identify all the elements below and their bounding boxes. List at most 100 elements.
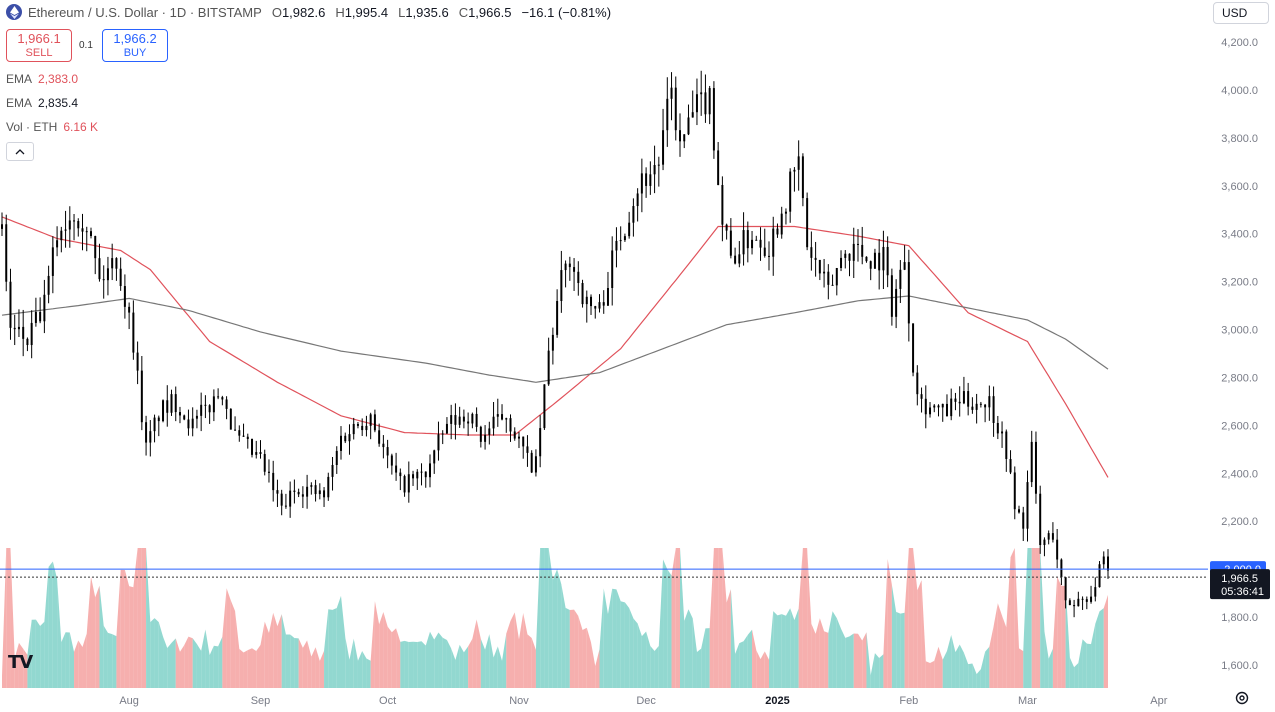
volume-area [188, 636, 193, 688]
volume-area [196, 644, 202, 688]
volume-area [862, 632, 867, 688]
volume-area [531, 637, 536, 688]
indicator-volume[interactable]: Vol · ETH 6.16 K [6, 120, 98, 134]
candle-body [369, 414, 372, 426]
candle-body [208, 405, 211, 413]
volume-area [1040, 548, 1045, 688]
candle-body [13, 327, 16, 330]
volume-area [205, 629, 210, 688]
candle-body [195, 415, 198, 419]
volume-area [968, 663, 973, 688]
candle-body [488, 428, 491, 435]
volume-area [650, 646, 655, 688]
indicator-ema-slow[interactable]: EMA 2,835.4 [6, 96, 78, 110]
y-tick-label: 3,000.0 [1221, 325, 1258, 337]
candle-body [950, 398, 953, 417]
volume-area [357, 650, 363, 688]
ohlc-high: H1,995.4 [335, 4, 389, 20]
x-tick-label: Nov [509, 695, 529, 707]
volume-area [366, 658, 371, 688]
volume-area [23, 648, 28, 688]
volume-area [925, 661, 931, 688]
indicator-ema-fast[interactable]: EMA 2,383.0 [6, 72, 78, 86]
candle-body [751, 239, 754, 249]
y-tick-label: 1,800.0 [1221, 612, 1258, 624]
candle-body [433, 450, 436, 464]
volume-area [349, 638, 354, 688]
volume-area [99, 585, 104, 688]
volume-area [40, 621, 45, 688]
volume-area [637, 623, 642, 688]
candle-body [992, 396, 995, 423]
x-tick-label: Oct [379, 695, 396, 707]
candle-body [234, 429, 237, 431]
time-axis[interactable]: Aug Sep Oct Nov Dec 2025 Feb Mar Apr [119, 695, 1167, 707]
candle-body [687, 117, 690, 135]
candle-body [700, 92, 703, 95]
y-tick-label: 4,200.0 [1221, 37, 1258, 49]
candle-body [852, 243, 855, 261]
volume-area [688, 609, 693, 688]
volume-area [845, 636, 850, 688]
volume-area [52, 561, 58, 688]
candle-body [1005, 431, 1008, 460]
volume-area [438, 632, 443, 688]
price-axis[interactable]: 1,600.01,800.02,000.02,200.02,400.02,600… [1210, 37, 1270, 672]
candle-body [428, 463, 431, 478]
symbol-title[interactable]: Ethereum / U.S. Dollar · 1D · BITSTAMP [28, 4, 262, 20]
volume-area [175, 638, 180, 688]
candle-body [556, 301, 559, 335]
candle-body [416, 471, 419, 479]
candle-body [318, 490, 321, 495]
volume-area [523, 612, 528, 688]
volume-area [993, 603, 998, 688]
candle-body [856, 243, 859, 245]
candle-body [632, 206, 635, 223]
candle-body [653, 165, 656, 175]
volume-area [841, 628, 846, 688]
collapse-indicators-button[interactable] [6, 142, 34, 161]
volume-area [866, 632, 871, 688]
volume-area [527, 634, 532, 688]
volume-area [1031, 548, 1036, 688]
volume-area [213, 645, 219, 688]
volume-area [370, 601, 375, 688]
buy-label: BUY [123, 47, 147, 59]
volume-area [1091, 623, 1096, 688]
currency-select[interactable]: USD [1213, 2, 1269, 24]
volume-area [569, 609, 575, 688]
volume-area [654, 645, 659, 688]
tradingview-logo[interactable]: TV [8, 652, 33, 673]
candle-body [441, 433, 444, 435]
volume-area [222, 588, 227, 688]
candle-body [865, 256, 868, 262]
price-change: −16.1 (−0.81%) [521, 4, 612, 20]
volume-area [735, 643, 740, 688]
volume-area [82, 633, 87, 688]
candle-body [873, 252, 876, 269]
candle-body [221, 397, 224, 400]
y-tick-label: 3,600.0 [1221, 181, 1258, 193]
volume-area [281, 614, 286, 688]
volume-area [1082, 639, 1087, 688]
candle-body [259, 452, 262, 454]
volume-area [268, 612, 274, 688]
candle-body [712, 88, 715, 151]
y-tick-label: 3,200.0 [1221, 277, 1258, 289]
volume-area [684, 609, 689, 688]
candle-body [933, 405, 936, 408]
candlestick-series [1, 70, 1109, 618]
volume-area [849, 633, 854, 688]
sell-button[interactable]: 1,966.1 SELL [6, 29, 72, 62]
candle-body [212, 396, 215, 413]
candle-body [776, 228, 779, 235]
gear-icon[interactable] [1234, 690, 1250, 711]
candle-body [386, 447, 389, 456]
candle-body [26, 338, 29, 346]
candle-body [323, 490, 326, 498]
volume-area [434, 632, 439, 688]
buy-button[interactable]: 1,966.2 BUY [102, 29, 168, 62]
candle-body [437, 434, 440, 451]
volume-area [184, 636, 189, 688]
